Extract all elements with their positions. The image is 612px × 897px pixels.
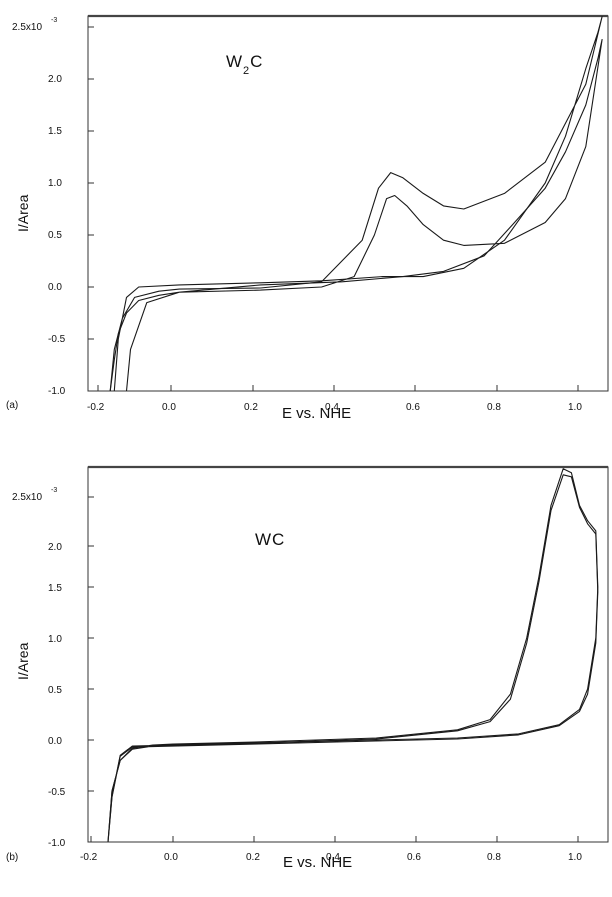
xtick-label-a-3: 0.4 bbox=[325, 402, 339, 413]
y-ticks-a: -1.0 -0.5 0.0 0.5 1.0 1.5 2.0 2.5x10 -3 bbox=[12, 17, 94, 397]
series-line-b-1 bbox=[107, 474, 599, 843]
ytick-label-a-2: 0.0 bbox=[48, 282, 62, 293]
xtick-label-b-3: 0.4 bbox=[326, 852, 340, 863]
ytick-label-a-6: 2.0 bbox=[48, 74, 62, 85]
ytick-label-b-4: 1.0 bbox=[48, 634, 62, 645]
x-ticks-a: -0.2 0.0 0.2 0.4 0.6 0.8 1.0 bbox=[87, 385, 582, 413]
xtick-label-a-2: 0.2 bbox=[244, 402, 258, 413]
ytick-label-a-1: -0.5 bbox=[48, 334, 66, 345]
x-axis-title-a: E vs. NHE bbox=[282, 405, 351, 422]
ytick-label-b-3: 0.5 bbox=[48, 685, 62, 696]
ytick-label-b-2: 0.0 bbox=[48, 736, 62, 747]
plot-title-a-sub: 2 bbox=[243, 65, 250, 77]
ytick-label-b-0: -1.0 bbox=[48, 838, 66, 849]
xtick-label-a-1: 0.0 bbox=[162, 402, 176, 413]
ytick-label-a-4: 1.0 bbox=[48, 178, 62, 189]
xtick-label-b-5: 0.8 bbox=[487, 852, 501, 863]
plot-frame-b bbox=[87, 466, 609, 843]
xtick-label-b-1: 0.0 bbox=[164, 852, 178, 863]
ytick-label-a-5: 1.5 bbox=[48, 126, 62, 137]
xtick-label-b-4: 0.6 bbox=[407, 852, 421, 863]
x-axis-title-b: E vs. NHE bbox=[283, 854, 352, 871]
xtick-label-a-5: 0.8 bbox=[487, 402, 501, 413]
xtick-label-a-0: -0.2 bbox=[87, 402, 105, 413]
ytick-exponent-a: -3 bbox=[51, 17, 57, 24]
ytick-label-b-5: 1.5 bbox=[48, 583, 62, 594]
plot-title-a: W2C bbox=[226, 52, 263, 77]
panel-b: -1.0 -0.5 0.0 0.5 1.0 1.5 2.0 2.5x10 -3 … bbox=[6, 465, 609, 871]
plot-title-a-tail: C bbox=[250, 52, 263, 71]
ytick-label-b-1: -0.5 bbox=[48, 787, 66, 798]
plot-title-a-main: W bbox=[226, 52, 243, 71]
ytick-label-a-0: -1.0 bbox=[48, 386, 66, 397]
series-line-b-0 bbox=[107, 468, 599, 843]
plot-title-b: WC bbox=[255, 530, 285, 549]
y-ticks-b: -1.0 -0.5 0.0 0.5 1.0 1.5 2.0 2.5x10 -3 bbox=[12, 487, 94, 849]
curves-a bbox=[109, 16, 603, 392]
curves-b bbox=[107, 468, 599, 843]
panel-a: -1.0 -0.5 0.0 0.5 1.0 1.5 2.0 2.5x10 -3 … bbox=[6, 14, 609, 422]
x-ticks-b: -0.2 0.0 0.2 0.4 0.6 0.8 1.0 bbox=[80, 836, 582, 863]
series-line-a-1 bbox=[109, 16, 603, 392]
ytick-label-a-3: 0.5 bbox=[48, 230, 62, 241]
xtick-label-a-6: 1.0 bbox=[568, 402, 582, 413]
y-axis-title-a: I/Area bbox=[15, 194, 31, 232]
panel-label-a: (a) bbox=[6, 400, 18, 411]
panel-label-b: (b) bbox=[6, 852, 18, 863]
y-axis-title-b: I/Area bbox=[15, 642, 31, 680]
xtick-label-a-4: 0.6 bbox=[406, 402, 420, 413]
ytick-label-b-6: 2.0 bbox=[48, 542, 62, 553]
series-line-a-0 bbox=[109, 38, 603, 392]
xtick-label-b-0: -0.2 bbox=[80, 852, 98, 863]
xtick-label-b-6: 1.0 bbox=[568, 852, 582, 863]
ytick-label-b-7: 2.5x10 bbox=[12, 492, 42, 503]
ytick-label-a-7: 2.5x10 bbox=[12, 22, 42, 33]
ytick-exponent-b: -3 bbox=[51, 487, 57, 494]
xtick-label-b-2: 0.2 bbox=[246, 852, 260, 863]
